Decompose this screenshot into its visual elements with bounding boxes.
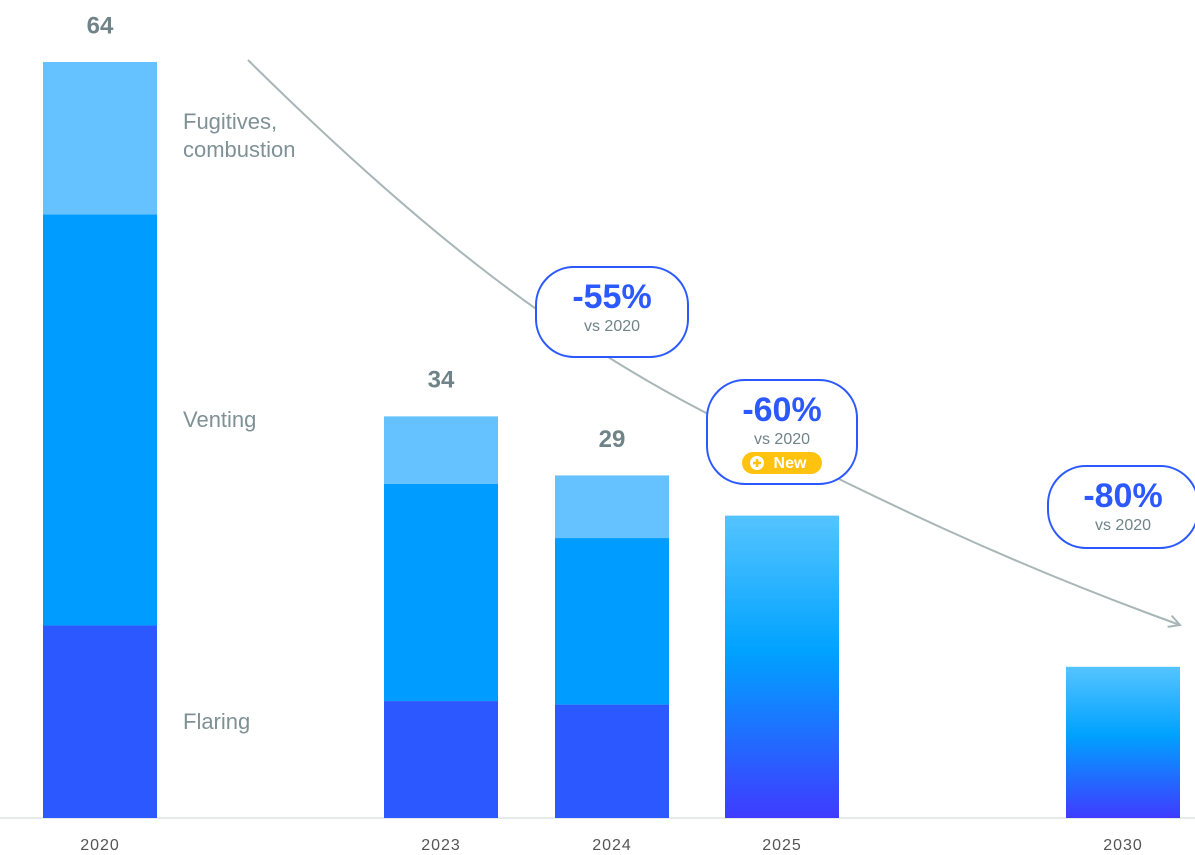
bar-segment [384,483,498,702]
bar-segment [43,62,157,215]
annotation-value: -60% [742,391,821,429]
annotation-value: -80% [1083,477,1162,515]
badge-label: New [774,455,807,472]
x-tick-label: 2023 [421,837,461,854]
annotation: -55% vs 2020 [535,266,689,358]
x-tick-label: 2030 [1103,837,1143,854]
total-label: 64 [87,12,114,39]
bar-segment [555,704,669,818]
x-tick-label: 2024 [592,837,632,854]
annotation-bubble [535,266,689,358]
series-label: Venting [183,406,257,432]
annotation-sub: vs 2020 [584,318,640,335]
target-bar [1066,666,1180,818]
bar-segment [43,625,157,818]
total-label: 29 [599,426,626,453]
annotation-sub: vs 2020 [754,431,810,448]
annotation-sub: vs 2020 [1095,517,1151,534]
x-tick-label: 2025 [762,837,802,854]
bar-segment [43,214,157,626]
bar-segment [384,416,498,484]
bar-segment [384,701,498,818]
series-label: Fugitives, combustion [183,109,296,163]
badge-plus [753,459,761,467]
annotation: -80% vs 2020 [1047,465,1195,549]
bar-segment [555,538,669,705]
badge [742,452,822,474]
bar-segment [555,475,669,539]
annotation-bubble [1047,465,1195,549]
total-label: 34 [428,367,455,394]
annotation-value: -55% [572,278,651,316]
series-label: Flaring [183,708,251,734]
target-bar [725,515,839,818]
x-tick-label: 2020 [80,837,120,854]
annotation: -60% vs 2020 New [706,379,858,485]
